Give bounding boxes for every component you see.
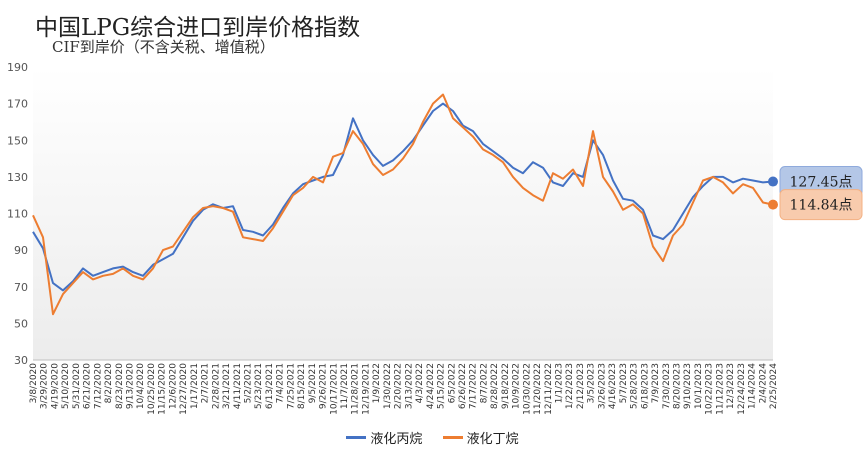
x-tick-label: 1/14/2024: [748, 363, 758, 409]
x-tick-label: 5/10/2020: [61, 363, 71, 409]
x-tick-label: 3/26/2023: [597, 363, 607, 409]
legend-swatch-butane: [442, 436, 463, 439]
series-endpoint-butane: [768, 199, 778, 210]
chart-title: 中国LPG综合进口到岸价格指数: [35, 15, 361, 41]
x-tick-label: 1/9/2022: [372, 363, 382, 403]
y-tick-label: 50: [14, 317, 28, 330]
x-tick-label: 3/29/2020: [40, 363, 50, 409]
x-tick-label: 9/26/2021: [319, 363, 329, 409]
x-tick-label: 4/3/2022: [415, 363, 425, 403]
x-tick-label: 10/30/2022: [522, 363, 532, 415]
x-tick-label: 2/7/2021: [201, 363, 211, 403]
x-tick-label: 12/24/2023: [737, 363, 747, 415]
x-tick-label: 12/11/2022: [544, 363, 554, 415]
x-tick-label: 2/12/2023: [576, 363, 586, 409]
x-tick-label: 9/13/2020: [126, 363, 136, 409]
x-tick-label: 8/15/2021: [297, 363, 307, 409]
legend-label-butane: 液化丁烷: [466, 432, 519, 447]
x-tick-label: 1/1/2023: [555, 363, 565, 403]
x-tick-label: 7/25/2021: [286, 363, 296, 409]
x-tick-label: 7/17/2022: [469, 363, 479, 409]
x-tick-label: 6/21/2020: [83, 363, 93, 409]
chart-legend: 液化丙烷 液化丁烷: [0, 428, 865, 447]
y-tick-label: 90: [14, 244, 28, 257]
x-tick-label: 5/15/2022: [437, 363, 447, 409]
x-tick-label: 11/20/2022: [533, 363, 543, 415]
y-tick-label: 170: [7, 98, 28, 111]
x-tick-label: 8/20/2023: [672, 363, 682, 409]
x-tick-label: 6/13/2021: [265, 363, 275, 409]
x-tick-label: 2/20/2022: [394, 363, 404, 409]
x-tick-label: 9/10/2023: [683, 363, 693, 409]
x-tick-label: 5/31/2020: [72, 363, 82, 409]
x-tick-label: 10/22/2023: [705, 363, 715, 415]
x-tick-label: 7/30/2023: [662, 363, 672, 409]
x-tick-label: 9/5/2021: [308, 363, 318, 403]
x-tick-label: 7/12/2020: [93, 363, 103, 409]
x-tick-label: 4/19/2020: [50, 363, 60, 409]
x-tick-label: 11/7/2021: [340, 363, 350, 409]
x-tick-label: 8/23/2020: [115, 363, 125, 409]
y-tick-label: 70: [14, 281, 28, 294]
x-tick-label: 2/25/2024: [769, 363, 779, 409]
y-tick-label: 190: [7, 61, 28, 74]
x-tick-label: 3/5/2023: [587, 363, 597, 403]
y-tick-label: 130: [7, 171, 28, 184]
chart-subtitle: CIF到岸价（不含关税、增值税）: [52, 38, 275, 56]
x-tick-label: 3/8/2020: [29, 363, 39, 404]
plot-area: [33, 67, 773, 360]
x-tick-label: 4/24/2022: [426, 363, 436, 409]
x-tick-label: 12/19/2021: [361, 363, 371, 415]
legend-item-propane[interactable]: 液化丙烷: [346, 428, 422, 447]
x-tick-label: 5/23/2021: [254, 363, 264, 409]
x-tick-label: 6/5/2022: [447, 363, 457, 403]
end-label-box-butane: [779, 189, 863, 221]
x-tick-label: 12/6/2020: [168, 363, 178, 409]
x-tick-label: 9/18/2022: [501, 363, 511, 409]
x-tick-label: 8/7/2022: [479, 363, 489, 403]
x-tick-label: 4/16/2023: [608, 363, 618, 409]
end-label-butane: 114.84点: [790, 198, 853, 214]
series-line-butane: [32, 93, 774, 316]
end-label-propane: 127.45点: [790, 175, 853, 191]
x-tick-label: 10/17/2021: [329, 363, 339, 415]
x-tick-label: 3/13/2022: [404, 363, 414, 409]
y-tick-label: 150: [7, 134, 28, 147]
legend-swatch-propane: [346, 436, 367, 439]
y-tick-label: 110: [7, 208, 28, 221]
x-tick-label: 2/28/2021: [211, 363, 221, 409]
x-tick-label: 1/30/2022: [383, 363, 393, 409]
x-tick-label: 10/9/2022: [512, 363, 522, 409]
x-tick-label: 8/2/2020: [104, 363, 114, 404]
x-tick-label: 3/21/2021: [222, 363, 232, 409]
x-tick-label: 8/28/2022: [490, 363, 500, 409]
x-tick-label: 10/25/2020: [147, 363, 157, 415]
x-tick-label: 10/1/2023: [694, 363, 704, 409]
x-tick-label: 12/27/2020: [179, 363, 189, 415]
x-tick-label: 4/11/2021: [233, 363, 243, 409]
x-tick-label: 11/12/2023: [715, 363, 725, 415]
series-endpoint-propane: [768, 176, 778, 187]
x-tick-label: 5/28/2023: [630, 363, 640, 409]
x-tick-label: 6/26/2022: [458, 363, 468, 409]
x-tick-label: 1/17/2021: [190, 363, 200, 409]
legend-item-butane[interactable]: 液化丁烷: [442, 428, 519, 447]
x-tick-label: 6/18/2023: [640, 363, 650, 409]
x-tick-label: 5/7/2023: [619, 363, 629, 403]
x-tick-label: 1/22/2023: [565, 363, 575, 409]
x-tick-label: 12/3/2023: [726, 363, 736, 409]
x-tick-label: 10/4/2020: [136, 363, 146, 409]
x-tick-label: 2/4/2024: [758, 363, 768, 404]
x-tick-label: 7/9/2023: [651, 363, 661, 403]
x-tick-label: 5/2/2021: [243, 363, 253, 403]
x-tick-label: 7/4/2021: [276, 363, 286, 403]
x-tick-label: 11/28/2021: [351, 363, 361, 415]
y-tick-label: 30: [14, 354, 28, 367]
x-tick-label: 11/15/2020: [158, 363, 168, 415]
legend-label-propane: 液化丙烷: [370, 432, 423, 447]
